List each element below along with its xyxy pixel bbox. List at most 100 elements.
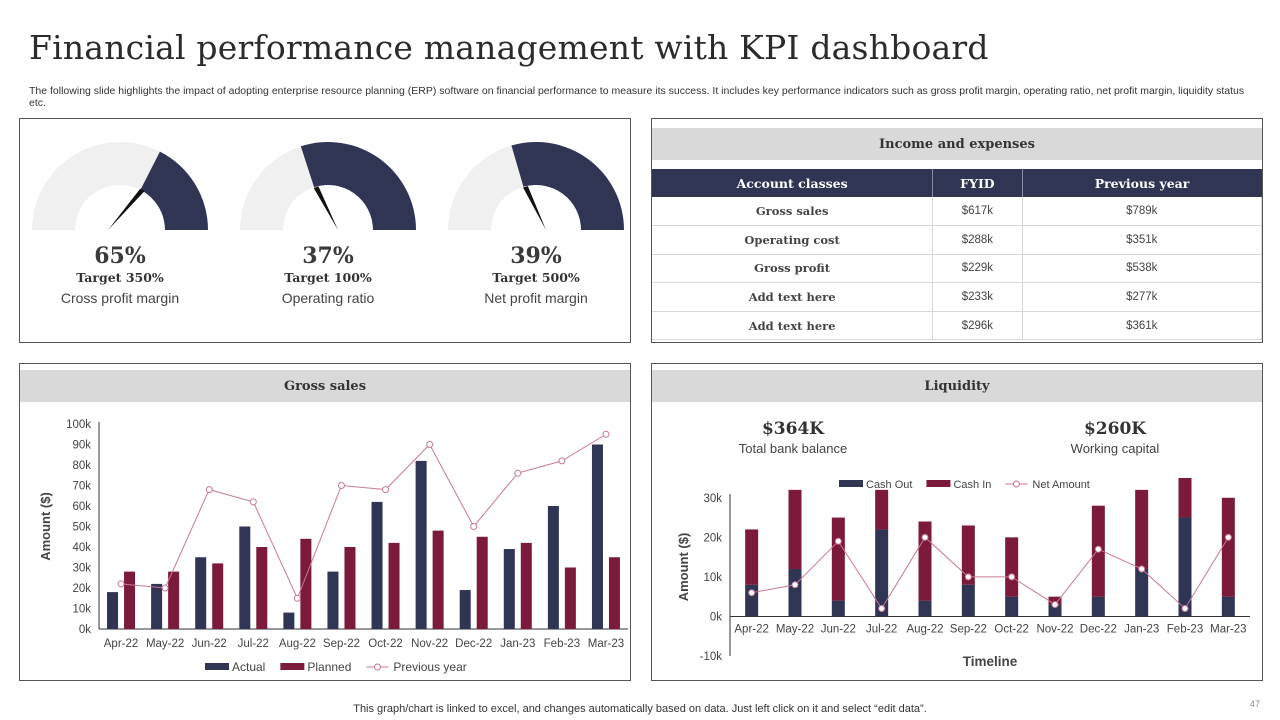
bar-planned bbox=[344, 547, 356, 629]
bar-cash-out bbox=[1221, 596, 1235, 617]
x-tick-label: Dec-22 bbox=[1080, 623, 1117, 635]
gauge-fill bbox=[300, 142, 416, 230]
bar-planned bbox=[608, 557, 620, 629]
x-tick-label: Oct-22 bbox=[368, 638, 403, 650]
bar-actual bbox=[371, 501, 383, 629]
bar-actual bbox=[195, 557, 207, 629]
line-point bbox=[337, 482, 345, 489]
line-point bbox=[1224, 533, 1232, 541]
y-tick-label: 20k bbox=[703, 532, 722, 544]
bar-actual bbox=[503, 549, 515, 629]
table-row: Operating cost $288k $351k bbox=[652, 225, 1263, 255]
bar-planned bbox=[476, 536, 488, 629]
x-tick-label: Mar-23 bbox=[1210, 623, 1246, 635]
line-point bbox=[293, 594, 301, 602]
gauge-needle bbox=[108, 188, 145, 230]
gauge-target: Target 100% bbox=[284, 270, 372, 285]
liquidity-chart: -10k 0k 10k 20k 30k Apr-22 May-22 Jun-22 Jul-22 A… bbox=[676, 478, 1250, 669]
y-tick-label: 80k bbox=[72, 460, 91, 472]
income-expenses-panel: Income and expenses Account classes FYID… bbox=[651, 118, 1263, 343]
y-tick-label: 10k bbox=[703, 572, 722, 584]
x-tick-label: May-22 bbox=[146, 638, 184, 650]
x-tick-label: Aug-22 bbox=[906, 623, 943, 635]
y-tick-label: 0k bbox=[710, 611, 722, 623]
bar-cash-in bbox=[1135, 489, 1149, 569]
gauge-fill bbox=[140, 151, 208, 230]
legend-label: Net Amount bbox=[1032, 479, 1089, 491]
y-axis-title: Amount ($) bbox=[676, 533, 691, 602]
bar-actual bbox=[591, 444, 603, 629]
y-tick-label: 30k bbox=[703, 493, 722, 505]
fyid-cell: $296k bbox=[932, 311, 1023, 341]
bar-actual bbox=[547, 506, 559, 629]
account-class: Add text here bbox=[652, 311, 934, 341]
liquidity-panel: Liquidity $364K Total bank balance $260K… bbox=[651, 363, 1263, 681]
account-class: Gross sales bbox=[652, 197, 934, 227]
gauge-label: Cross profit margin bbox=[60, 290, 180, 306]
gross-sales-chart: 0k 10k 20k 30k 40k 50k 60k 70k 80k 90k 100k Apr-22 M… bbox=[38, 419, 628, 674]
gauge-value: 37% bbox=[302, 243, 354, 269]
kpi-total-bank-balance: $364K Total bank balance bbox=[693, 419, 893, 456]
table-row: Add text here $233k $277k bbox=[652, 282, 1263, 312]
y-tick-label: 100k bbox=[66, 419, 91, 431]
fyid-cell: $233k bbox=[932, 282, 1023, 312]
gauge-needle bbox=[523, 186, 546, 230]
x-tick-label: May-22 bbox=[776, 623, 814, 635]
x-axis-title: Timeline bbox=[963, 654, 1018, 669]
bar-cash-out bbox=[961, 584, 975, 617]
bar-cash-in bbox=[1048, 596, 1062, 605]
y-tick-label: 40k bbox=[72, 542, 91, 554]
legend-swatch bbox=[926, 480, 951, 487]
y-tick-label: 30k bbox=[72, 563, 91, 575]
account-class: Operating cost bbox=[652, 225, 934, 255]
bar-cash-in bbox=[875, 489, 889, 530]
x-tick-label: Jan-23 bbox=[500, 638, 535, 650]
bar-cash-out bbox=[1135, 568, 1149, 617]
bar-planned bbox=[256, 547, 268, 629]
legend-label: Cash In bbox=[953, 479, 991, 491]
x-tick-label: Mar-23 bbox=[588, 638, 624, 650]
bar-cash-in bbox=[1178, 478, 1192, 518]
fyid-cell: $617k bbox=[932, 197, 1023, 227]
legend-marker bbox=[1012, 480, 1020, 488]
bar-cash-in bbox=[1221, 497, 1235, 597]
line-point bbox=[1138, 565, 1146, 573]
previous-year-cell: $789k bbox=[1022, 197, 1263, 227]
line-point bbox=[161, 584, 169, 592]
bar-cash-in bbox=[918, 521, 932, 601]
x-tick-label: Apr-22 bbox=[104, 638, 139, 650]
line-point bbox=[470, 523, 478, 530]
table-row: Gross sales $617k $789k bbox=[652, 197, 1263, 227]
bar-planned bbox=[212, 563, 224, 629]
line-point bbox=[249, 498, 257, 506]
gauge-gross-profit-margin: 65% Target 350% Cross profit margin bbox=[25, 243, 215, 306]
gauge-fill bbox=[511, 142, 624, 230]
line-point bbox=[1181, 605, 1189, 613]
x-tick-label: Dec-22 bbox=[455, 638, 492, 650]
bar-cash-out bbox=[831, 600, 845, 617]
bar-actual bbox=[327, 571, 339, 629]
line-point bbox=[1094, 545, 1102, 553]
footer-note: This graph/chart is linked to excel, and… bbox=[353, 703, 927, 715]
line-point bbox=[834, 537, 842, 545]
bar-actual bbox=[107, 592, 119, 629]
y-tick-label: 60k bbox=[72, 501, 91, 513]
x-tick-label: Nov-22 bbox=[411, 638, 448, 650]
bar-cash-in bbox=[788, 489, 802, 569]
page-subtitle: The following slide highlights the impac… bbox=[29, 85, 1245, 109]
page-title: Financial performance management with KP… bbox=[29, 28, 989, 67]
bar-cash-in bbox=[745, 529, 759, 585]
previous-year-cell: $361k bbox=[1022, 311, 1263, 341]
line-point bbox=[205, 486, 213, 494]
gross-sales-title: Gross sales bbox=[20, 370, 630, 402]
y-tick-label: 10k bbox=[72, 604, 91, 616]
line-previous-year bbox=[120, 433, 607, 600]
line-point bbox=[878, 605, 886, 613]
bar-planned bbox=[520, 542, 532, 629]
y-tick-label: 20k bbox=[72, 583, 91, 595]
table-row: Gross profit $229k $538k bbox=[652, 254, 1263, 284]
x-tick-label: Apr-22 bbox=[734, 623, 769, 635]
income-expenses-table: Account classes FYID Previous year Gross… bbox=[652, 169, 1263, 341]
bar-cash-out bbox=[918, 600, 932, 617]
x-tick-label: Aug-22 bbox=[279, 638, 316, 650]
